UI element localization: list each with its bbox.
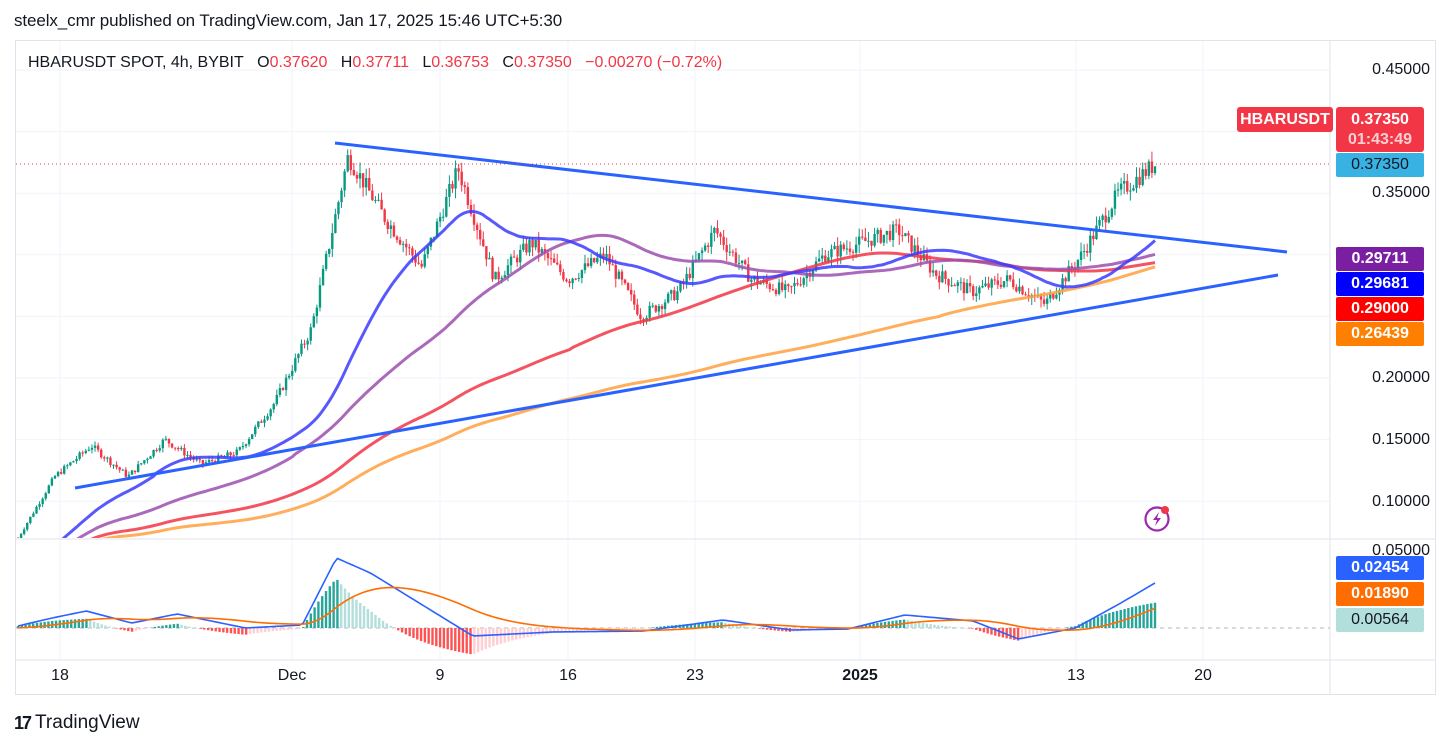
time-tick: 9 — [435, 667, 445, 684]
histogram-tag: 0.00564 — [1336, 608, 1424, 632]
legend-high-label: H — [340, 54, 353, 71]
legend-change: −0.00270 (−0.72%) — [585, 54, 723, 71]
price-tick: 0.15000 — [1372, 431, 1430, 448]
time-tick: 20 — [1194, 667, 1212, 684]
ma-blue-tag: 0.29681 — [1336, 272, 1424, 296]
symbol-legend: HBARUSDT SPOT, 4h, BYBIT O0.37620 H0.377… — [28, 54, 722, 72]
time-tick: 23 — [686, 667, 704, 684]
price-tick: 0.45000 — [1372, 61, 1430, 78]
lightning-alert-icon[interactable] — [1143, 505, 1171, 533]
legend-symbol: HBARUSDT SPOT, 4h, BYBIT — [28, 54, 244, 71]
tradingview-logo-icon: 17 — [14, 712, 32, 733]
legend-low: 0.36753 — [431, 54, 490, 71]
signal-tag: 0.01890 — [1336, 582, 1424, 606]
symbol-tag: HBARUSDT — [1237, 107, 1333, 132]
ma-red-tag: 0.29000 — [1336, 297, 1424, 321]
legend-close-label: C — [502, 54, 514, 71]
price-tick: 0.20000 — [1372, 369, 1430, 386]
time-tick: 16 — [559, 667, 577, 684]
legend-open-label: O — [257, 54, 270, 71]
price-tick: 0.35000 — [1372, 184, 1430, 201]
bar-countdown: 01:43:49 — [1347, 131, 1413, 148]
ma-orange-tag: 0.26439 — [1336, 322, 1424, 346]
chart-frame[interactable] — [15, 40, 1436, 695]
time-tick: 18 — [51, 667, 69, 684]
macd-tag: 0.02454 — [1336, 556, 1424, 580]
last-price-tag: 0.37350 01:43:49 — [1336, 107, 1424, 152]
legend-high: 0.37711 — [352, 54, 409, 71]
time-tick: 13 — [1067, 667, 1085, 684]
legend-open: 0.37620 — [269, 54, 328, 71]
last-price: 0.37350 — [1351, 111, 1409, 128]
legend-close: 0.37350 — [513, 54, 572, 71]
price-tick: 0.05000 — [1372, 542, 1430, 559]
brand-name: TradingView — [35, 712, 140, 733]
ma-purple-tag: 0.29711 — [1336, 247, 1424, 271]
time-tick: 2025 — [842, 667, 878, 684]
tradingview-brand: 17 TradingView — [14, 712, 140, 734]
time-tick: Dec — [277, 667, 307, 684]
last-price-secondary-tag: 0.37350 — [1336, 153, 1424, 177]
price-tick: 0.10000 — [1372, 493, 1430, 510]
legend-low-label: L — [422, 54, 432, 71]
publish-info: steelx_cmr published on TradingView.com,… — [14, 11, 563, 30]
